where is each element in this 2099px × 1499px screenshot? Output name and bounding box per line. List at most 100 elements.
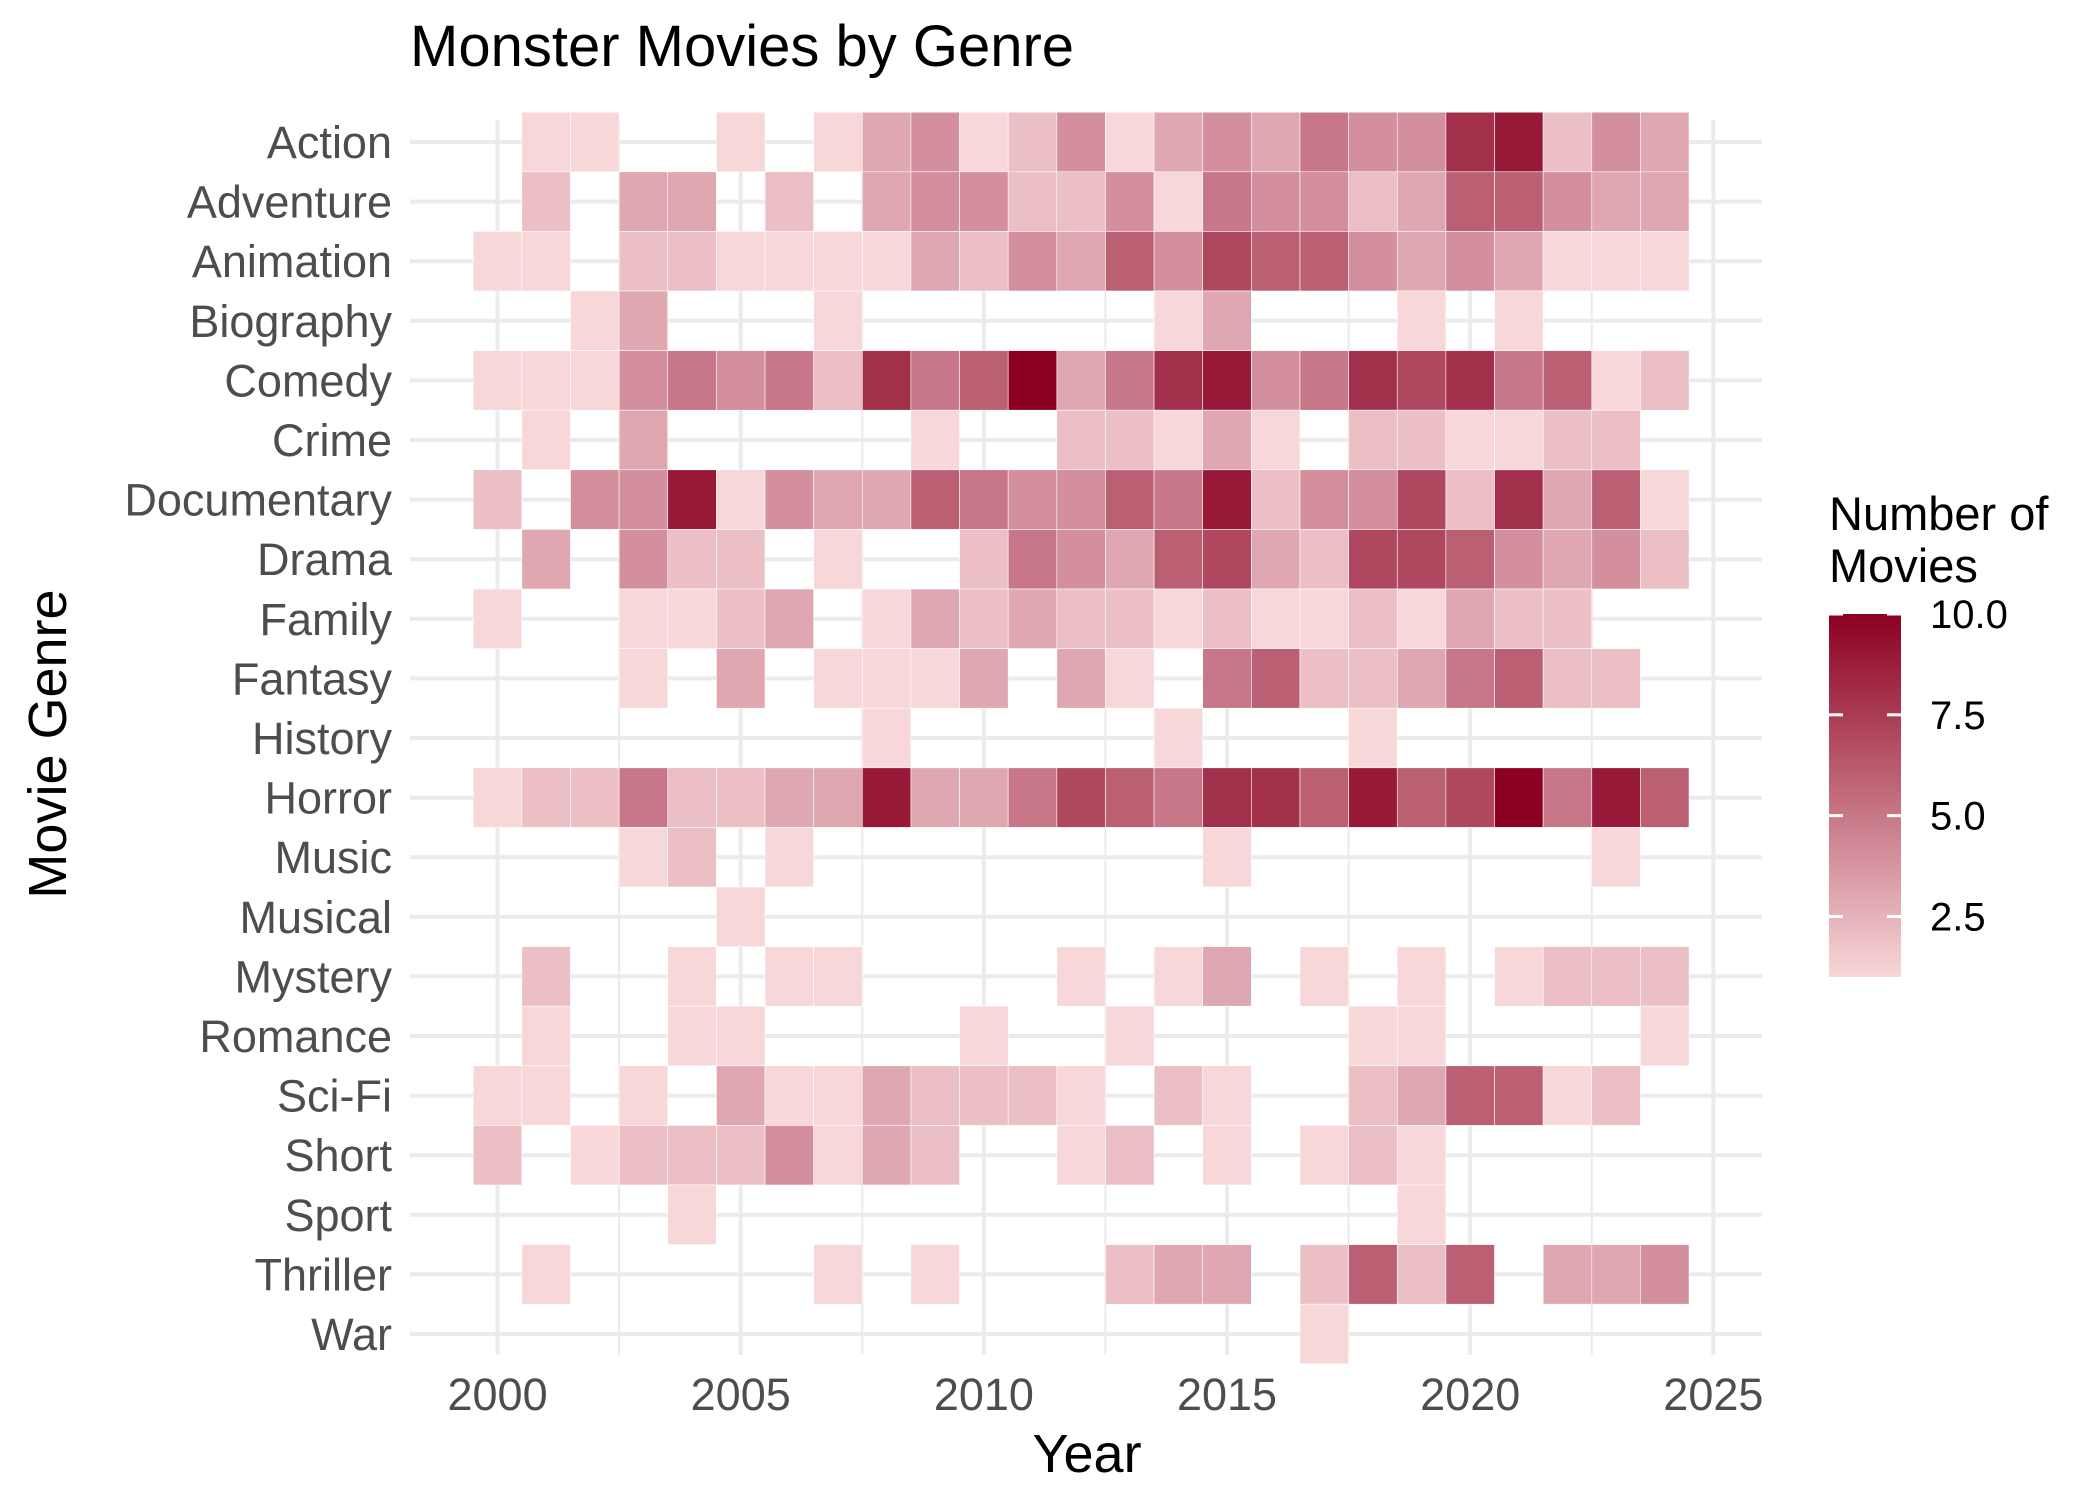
tile-family-2004 [667,588,717,649]
tile-fantasy-2016 [1251,648,1301,709]
tile-fantasy-2009 [910,648,960,709]
tile-thriller-2014 [1153,1244,1204,1305]
tile-comedy-2018 [1348,350,1398,411]
tile-sport-2019 [1396,1184,1447,1245]
tile-crime-2013 [1105,409,1155,471]
tile-action-2007 [813,111,863,173]
tile-action-2013 [1105,111,1155,173]
tile-mystery-2012 [1056,946,1106,1007]
legend-color-bar [1829,614,1901,977]
tile-horror-2021 [1494,767,1544,828]
tile-documentary-2022 [1542,469,1593,530]
tile-action-2009 [910,111,960,173]
x-tick-label-2015: 2015 [1177,1369,1277,1420]
tile-action-2021 [1494,111,1544,173]
tile-mystery-2017 [1299,946,1349,1007]
tile-sci-fi-2012 [1056,1065,1106,1126]
tile-war-2017 [1299,1303,1349,1365]
tile-comedy-2009 [910,350,960,411]
tile-drama-2015 [1202,529,1252,590]
tile-documentary-2013 [1105,469,1155,530]
tile-drama-2001 [521,529,571,590]
tile-crime-2020 [1445,409,1495,471]
tile-sci-fi-2003 [618,1065,669,1126]
tile-animation-2019 [1396,231,1447,292]
tile-comedy-2002 [570,350,620,411]
tile-short-2008 [861,1125,912,1186]
tile-horror-2003 [618,767,669,828]
x-axis-title: Year [1032,1424,1141,1484]
tile-animation-2018 [1348,231,1398,292]
heatmap-tiles [472,111,1690,1365]
tile-comedy-2023 [1591,350,1641,411]
tile-fantasy-2020 [1445,648,1495,709]
tile-thriller-2024 [1640,1244,1690,1305]
tile-animation-2013 [1105,231,1155,292]
tile-animation-2004 [667,231,717,292]
tile-crime-2015 [1202,409,1252,471]
tile-animation-2016 [1251,231,1301,292]
tile-sci-fi-2015 [1202,1065,1252,1126]
tile-family-2016 [1251,588,1301,649]
tile-comedy-2010 [959,350,1009,411]
tile-adventure-2019 [1396,171,1447,232]
tile-comedy-2012 [1056,350,1106,411]
tile-horror-2015 [1202,767,1252,828]
tile-animation-2008 [861,231,912,292]
tile-drama-2004 [667,529,717,590]
tile-documentary-2021 [1494,469,1544,530]
tile-action-2020 [1445,111,1495,173]
tile-action-2005 [716,111,766,173]
y-axis-title: Movie Genre [18,589,78,898]
tile-thriller-2013 [1105,1244,1155,1305]
tile-documentary-2015 [1202,469,1252,530]
tile-animation-2024 [1640,231,1690,292]
tile-action-2024 [1640,111,1690,173]
tile-horror-2012 [1056,767,1106,828]
tile-animation-2005 [716,231,766,292]
tile-family-2008 [861,588,912,649]
tile-short-2004 [667,1125,717,1186]
chart-title: Monster Movies by Genre [410,14,1074,79]
tile-crime-2019 [1396,409,1447,471]
tile-drama-2019 [1396,529,1447,590]
tile-comedy-2007 [813,350,863,411]
tile-sci-fi-2000 [472,1065,523,1126]
tile-comedy-2022 [1542,350,1593,411]
tile-short-2017 [1299,1125,1349,1186]
y-tick-label-music: Music [274,832,392,883]
tile-horror-2000 [472,767,523,828]
y-tick-label-action: Action [267,117,392,168]
tile-action-2022 [1542,111,1593,173]
tile-action-2017 [1299,111,1349,173]
tile-crime-2003 [618,409,669,471]
tile-fantasy-2015 [1202,648,1252,709]
tile-biography-2021 [1494,290,1544,351]
y-tick-label-crime: Crime [272,415,392,466]
y-tick-label-short: Short [284,1130,392,1181]
tile-comedy-2008 [861,350,912,411]
tile-action-2015 [1202,111,1252,173]
tile-comedy-2005 [716,350,766,411]
tile-crime-2009 [910,409,960,471]
tile-sci-fi-2006 [764,1065,814,1126]
tile-thriller-2015 [1202,1244,1252,1305]
y-tick-label-fantasy: Fantasy [232,653,393,704]
tile-adventure-2013 [1105,171,1155,232]
tile-short-2009 [910,1125,960,1186]
tile-fantasy-2010 [959,648,1009,709]
y-tick-label-horror: Horror [264,773,392,824]
tile-action-2023 [1591,111,1641,173]
y-tick-label-mystery: Mystery [235,951,393,1002]
tile-horror-2009 [910,767,960,828]
tile-mystery-2015 [1202,946,1252,1007]
tile-documentary-2020 [1445,469,1495,530]
tile-biography-2002 [570,290,620,351]
tile-fantasy-2021 [1494,648,1544,709]
tile-history-2018 [1348,707,1398,769]
tile-adventure-2009 [910,171,960,232]
tile-comedy-2015 [1202,350,1252,411]
tile-sci-fi-2019 [1396,1065,1447,1126]
tile-sci-fi-2020 [1445,1065,1495,1126]
